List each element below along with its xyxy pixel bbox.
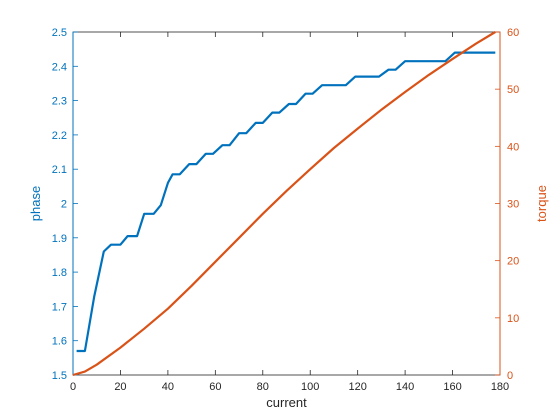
x-tick-label: 100 [301,381,319,393]
x-tick-label: 160 [443,381,461,393]
right-y-tick-label: 40 [507,141,519,153]
x-tick-label: 60 [209,381,221,393]
left-y-tick-label: 2.5 [52,27,67,39]
series-layer [72,31,496,377]
x-tick-label: 140 [396,381,414,393]
right-y-tick-label: 0 [507,370,513,382]
right-y-tick-label: 10 [507,313,519,325]
right-y-tick-label: 30 [507,199,519,211]
x-tick-label: 0 [70,381,76,393]
right-y-tick-label: 60 [507,27,519,39]
phase-series-line [76,51,496,353]
left-y-tick-label: 2.2 [52,130,67,142]
right-y-axis: 0 10 20 30 40 50 60 [495,27,519,382]
left-y-tick-label: 2.3 [52,96,67,108]
plot-area [72,31,501,376]
left-y-tick-label: 1.8 [52,267,67,279]
left-y-axis-title: phase [28,186,43,221]
right-y-tick-label: 20 [507,256,519,268]
left-y-tick-label: 2.1 [52,164,67,176]
x-tick-label: 80 [257,381,269,393]
x-tick-label: 40 [162,381,174,393]
torque-series-line [72,31,496,377]
left-y-tick-label: 1.5 [52,370,67,382]
x-tick-label: 20 [114,381,126,393]
left-y-tick-label: 1.9 [52,233,67,245]
x-axis-title: current [266,395,307,410]
right-y-axis-title: torque [534,185,549,222]
left-y-tick-label: 1.6 [52,336,67,348]
x-tick-label: 120 [348,381,366,393]
left-y-tick-label: 2.4 [52,61,67,73]
x-axis: 0 20 40 60 80 100 120 140 160 180 [70,32,509,393]
x-tick-label: 180 [491,381,509,393]
left-y-tick-label: 2 [61,199,67,211]
left-y-tick-label: 1.7 [52,301,67,313]
right-y-tick-label: 50 [507,84,519,96]
left-y-axis: 1.5 1.6 1.7 1.8 1.9 2 2.1 2.2 2.3 2.4 2.5 [52,27,78,382]
